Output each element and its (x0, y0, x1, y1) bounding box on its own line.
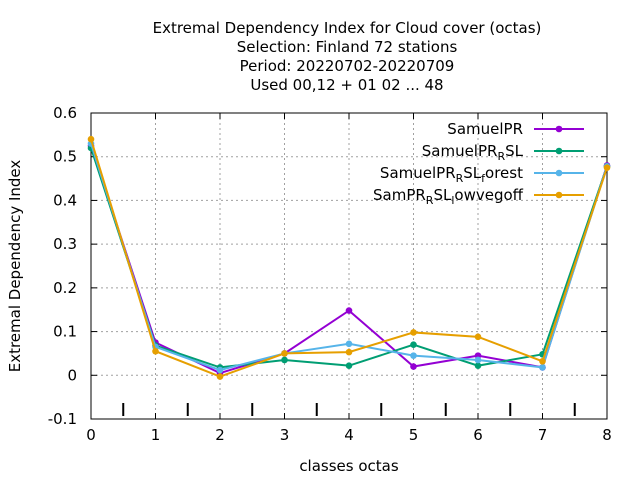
data-point (216, 366, 224, 374)
data-point (216, 373, 224, 380)
legend-swatch-point (555, 191, 563, 199)
legend: SamuelPR SamuelPRRSLSamuelPRRSLforestSamP… (373, 120, 584, 207)
legend-label: SamuelPRRSL (422, 142, 524, 163)
y-tick-label: 0 (67, 366, 77, 384)
legend-label: SamuelPR (447, 120, 523, 138)
legend-entry: SamuelPR (447, 120, 584, 138)
y-axis-label: Extremal Dependency Index (6, 160, 24, 373)
x-tick-label: 4 (344, 426, 354, 444)
title-line: Extremal Dependency Index for Cloud cove… (153, 19, 542, 37)
data-point (87, 135, 95, 143)
x-tick-label: 5 (409, 426, 419, 444)
title-line: Period: 20220702-20220709 (240, 57, 455, 75)
data-point (345, 362, 353, 369)
y-tick-label: 0.5 (53, 148, 77, 166)
legend-entry: SamPRRSLlowvegoff (373, 186, 584, 207)
x-tick-label: 8 (602, 426, 612, 444)
y-tick-label: 0.4 (53, 191, 77, 209)
plot-axes: 0 1 2 3 4 5 6 7 8 -0.1 0 0.1 0.2 0.3 0.4 0.5 0.6 (48, 104, 612, 444)
y-tick-label: 0.3 (53, 235, 77, 253)
x-tick-label: 2 (215, 426, 225, 444)
data-point (410, 341, 417, 348)
x-tick-label: 1 (151, 426, 161, 444)
x-tick-label: 7 (538, 426, 548, 444)
series-group (87, 135, 611, 380)
series-SamPR_RSL_lowvegoff (87, 135, 611, 380)
y-tick-label: 0.1 (53, 323, 77, 341)
legend-label: SamPRRSLlowvegoff (373, 186, 524, 207)
x-axis-label: classes octas (299, 457, 399, 475)
legend-swatch-point (555, 125, 563, 133)
data-point (410, 352, 417, 359)
chart-title: Extremal Dependency Index for Cloud cove… (153, 19, 542, 94)
data-point (152, 347, 159, 355)
x-tick-label: 0 (86, 426, 96, 444)
data-point (474, 356, 482, 364)
y-tick-label: 0.2 (53, 279, 77, 297)
data-point (603, 164, 611, 171)
data-point (410, 329, 417, 336)
data-point (281, 350, 288, 357)
data-point (345, 348, 353, 356)
grid (91, 113, 607, 419)
title-line: Selection: Finland 72 stations (237, 38, 458, 56)
data-point (474, 362, 482, 369)
data-point (539, 364, 546, 371)
legend-label: SamuelPRRSLforest (380, 164, 523, 185)
x-tick-label: 6 (473, 426, 483, 444)
y-tick-label: -0.1 (48, 410, 77, 428)
legend-entry: SamuelPRRSL (422, 142, 584, 163)
data-point (281, 356, 288, 364)
series-line (90, 143, 608, 372)
legend-entry: SamuelPRRSLforest (380, 164, 584, 185)
data-point (345, 307, 353, 314)
y-tick-label: 0.6 (53, 104, 77, 122)
x-tick-label: 3 (280, 426, 290, 444)
legend-swatch-point (555, 147, 563, 155)
data-point (474, 333, 482, 341)
data-point (410, 363, 417, 370)
data-point (539, 357, 546, 365)
title-line: Used 00,12 + 01 02 ... 48 (250, 76, 443, 94)
legend-swatch-point (555, 169, 563, 177)
data-point (345, 340, 353, 348)
